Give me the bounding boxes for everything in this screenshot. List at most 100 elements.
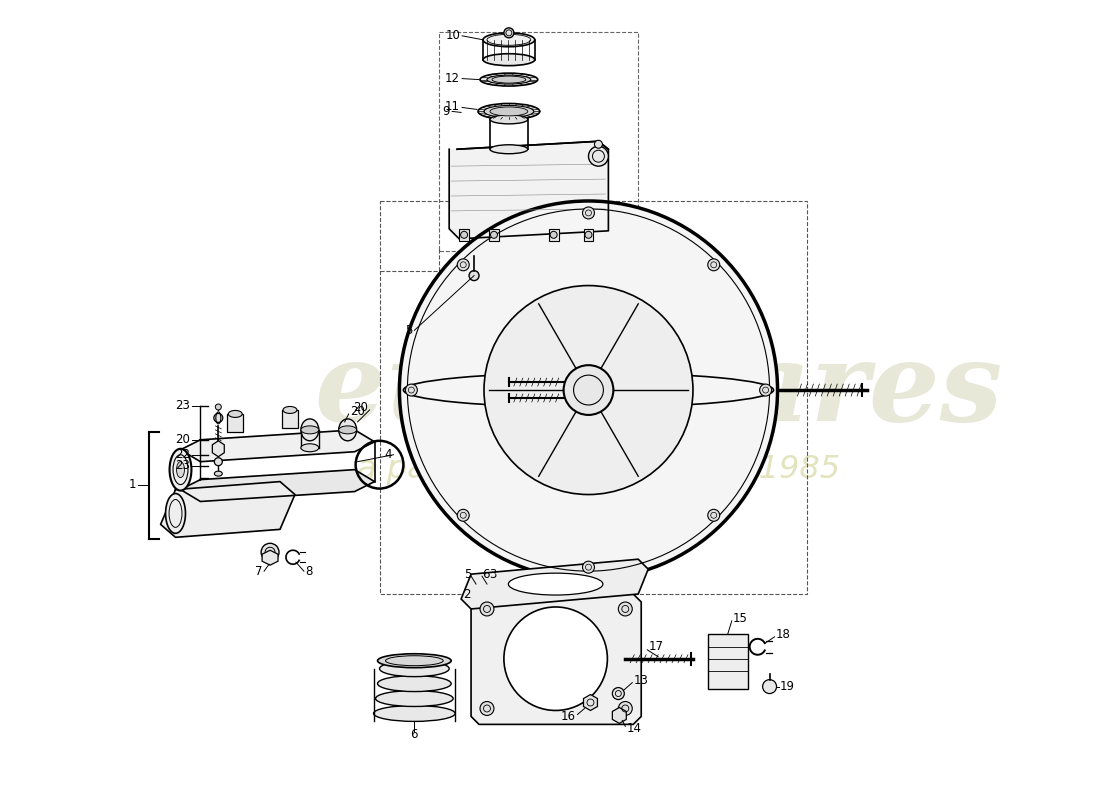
Text: 3: 3 xyxy=(490,568,496,581)
Circle shape xyxy=(458,510,470,522)
Ellipse shape xyxy=(176,462,185,478)
Circle shape xyxy=(583,207,594,219)
Circle shape xyxy=(707,259,719,270)
Polygon shape xyxy=(613,707,626,723)
Text: 15: 15 xyxy=(733,613,748,626)
Ellipse shape xyxy=(339,419,356,441)
Text: 12: 12 xyxy=(446,72,460,85)
Text: 22: 22 xyxy=(176,448,190,462)
Text: 11: 11 xyxy=(446,100,460,113)
Polygon shape xyxy=(449,142,608,238)
Circle shape xyxy=(406,384,417,396)
Text: 6: 6 xyxy=(482,568,490,581)
Ellipse shape xyxy=(169,449,191,490)
Circle shape xyxy=(461,231,468,238)
Ellipse shape xyxy=(375,690,453,706)
Bar xyxy=(583,229,594,241)
Text: a passion for parts since 1985: a passion for parts since 1985 xyxy=(356,454,840,485)
Circle shape xyxy=(469,270,478,281)
Circle shape xyxy=(458,259,470,270)
Text: 6: 6 xyxy=(410,728,418,741)
Circle shape xyxy=(213,414,223,422)
Text: 23: 23 xyxy=(176,459,190,472)
Text: 17: 17 xyxy=(648,640,663,654)
Ellipse shape xyxy=(339,426,356,434)
Polygon shape xyxy=(461,559,648,609)
Text: 5: 5 xyxy=(464,568,471,581)
Text: 16: 16 xyxy=(561,710,575,723)
Ellipse shape xyxy=(377,676,451,691)
Circle shape xyxy=(613,687,625,699)
Text: 8: 8 xyxy=(305,565,312,578)
Circle shape xyxy=(504,28,514,38)
Bar xyxy=(439,32,638,250)
Text: 14: 14 xyxy=(626,722,641,735)
Text: 7: 7 xyxy=(254,565,262,578)
Circle shape xyxy=(484,286,693,494)
Text: 2: 2 xyxy=(463,587,471,601)
Circle shape xyxy=(480,602,494,616)
Text: 1: 1 xyxy=(129,478,135,491)
Ellipse shape xyxy=(487,75,531,84)
Text: 13: 13 xyxy=(634,674,648,687)
Ellipse shape xyxy=(229,410,242,418)
Circle shape xyxy=(216,404,221,410)
Ellipse shape xyxy=(301,426,319,434)
Circle shape xyxy=(399,201,778,579)
Ellipse shape xyxy=(283,406,297,414)
Text: eurospares: eurospares xyxy=(314,336,1002,444)
Bar xyxy=(708,634,748,689)
Ellipse shape xyxy=(483,54,535,66)
Ellipse shape xyxy=(166,494,186,534)
Ellipse shape xyxy=(379,661,449,677)
Polygon shape xyxy=(262,550,278,565)
Polygon shape xyxy=(161,482,295,538)
Circle shape xyxy=(563,365,614,415)
Ellipse shape xyxy=(483,33,535,46)
Circle shape xyxy=(585,231,592,238)
Polygon shape xyxy=(180,470,374,502)
Circle shape xyxy=(588,146,608,166)
Ellipse shape xyxy=(301,444,319,452)
Text: 4: 4 xyxy=(384,448,392,462)
Ellipse shape xyxy=(484,106,534,118)
Bar xyxy=(228,414,243,432)
Ellipse shape xyxy=(490,107,528,116)
Ellipse shape xyxy=(490,145,528,154)
Bar xyxy=(549,229,559,241)
Text: 19: 19 xyxy=(780,680,794,693)
Ellipse shape xyxy=(508,573,603,595)
Ellipse shape xyxy=(374,706,455,722)
Circle shape xyxy=(504,607,607,710)
Text: 20: 20 xyxy=(176,434,190,446)
Circle shape xyxy=(214,458,222,466)
Bar xyxy=(490,229,499,241)
Bar xyxy=(379,201,807,594)
Text: 20: 20 xyxy=(350,406,364,418)
Circle shape xyxy=(583,562,594,573)
Circle shape xyxy=(618,602,632,616)
Ellipse shape xyxy=(478,103,540,119)
Ellipse shape xyxy=(377,654,451,668)
Text: 23: 23 xyxy=(176,399,190,413)
Polygon shape xyxy=(471,594,641,724)
Circle shape xyxy=(261,543,279,562)
Polygon shape xyxy=(212,441,224,457)
Circle shape xyxy=(760,384,771,396)
Circle shape xyxy=(594,140,603,148)
Ellipse shape xyxy=(490,115,528,124)
Text: 18: 18 xyxy=(776,628,791,642)
Bar xyxy=(282,410,298,428)
Circle shape xyxy=(762,680,777,694)
Circle shape xyxy=(618,702,632,715)
Circle shape xyxy=(480,702,494,715)
Text: 10: 10 xyxy=(446,30,460,42)
Ellipse shape xyxy=(301,419,319,441)
Text: 5: 5 xyxy=(405,324,412,337)
Circle shape xyxy=(707,510,719,522)
Text: 20: 20 xyxy=(353,402,367,414)
Ellipse shape xyxy=(480,73,538,86)
Polygon shape xyxy=(583,694,597,710)
Circle shape xyxy=(491,231,497,238)
Ellipse shape xyxy=(214,471,222,476)
